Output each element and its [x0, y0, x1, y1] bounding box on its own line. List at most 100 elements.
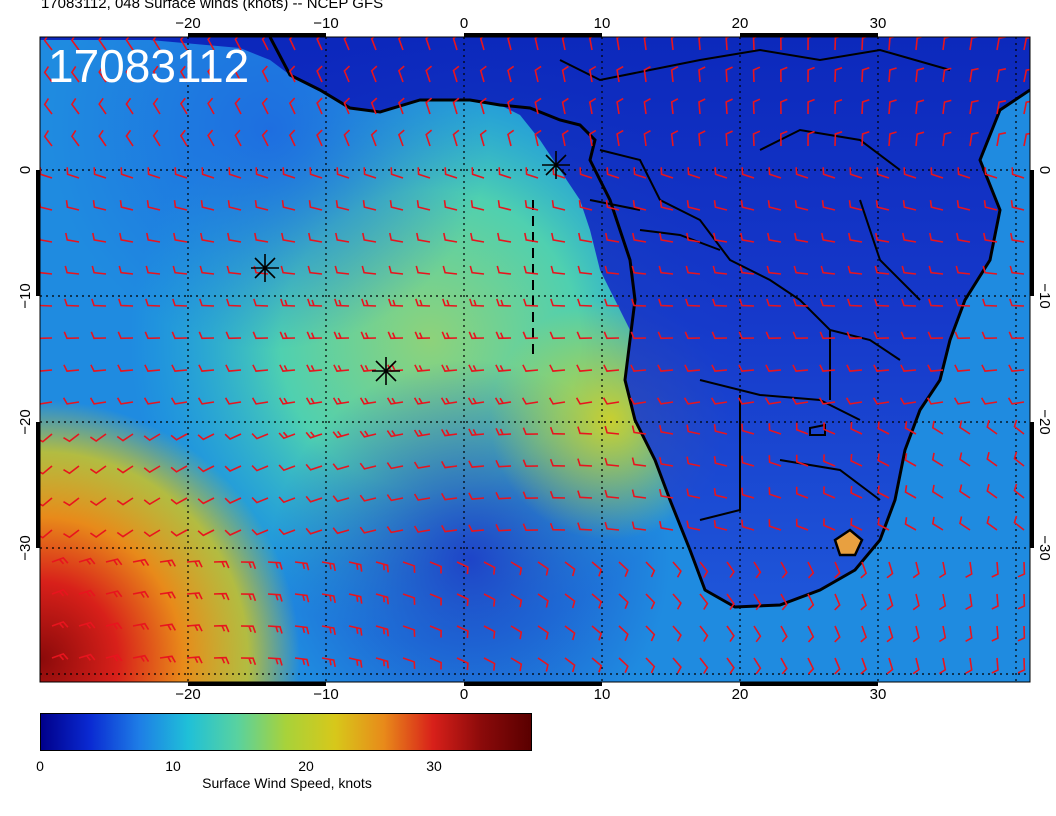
wind-barb — [333, 364, 350, 372]
wind-barb — [959, 484, 971, 499]
wind-barb — [819, 364, 836, 372]
wind-barb — [984, 167, 998, 179]
wind-barb — [956, 232, 971, 243]
wind-barb — [278, 397, 296, 405]
lat-label: 0 — [17, 166, 34, 174]
wind-barb — [416, 200, 431, 211]
wind-barb — [507, 65, 515, 83]
wind-barb — [497, 232, 512, 243]
wind-barb — [549, 522, 566, 531]
wind-barb — [173, 232, 188, 243]
wind-barb — [847, 298, 863, 307]
lon-label: 0 — [460, 15, 468, 32]
wind-barb — [226, 298, 242, 307]
wind-barb — [795, 422, 809, 435]
wind-barb — [740, 200, 755, 211]
wind-barb — [386, 397, 404, 405]
wind-barb — [794, 232, 809, 243]
wind-barb — [1013, 419, 1025, 435]
wind-barb — [752, 66, 761, 83]
wind-barb — [494, 397, 512, 405]
wind-barb — [415, 265, 431, 275]
wind-barb — [224, 433, 242, 440]
wind-barb — [253, 298, 269, 307]
wind-barb — [942, 99, 952, 115]
wind-barb — [70, 97, 80, 115]
wind-barb — [965, 561, 973, 578]
wind-barb — [807, 37, 813, 51]
wind-barb — [389, 232, 404, 243]
wind-barb — [725, 66, 733, 83]
wind-barb — [522, 427, 539, 436]
wind-barb — [991, 593, 999, 610]
wind-barb — [861, 99, 870, 115]
wind-barb — [440, 461, 458, 469]
wind-barb — [686, 232, 701, 243]
wind-barb — [375, 561, 389, 573]
wind-barb — [616, 37, 621, 51]
wind-barb — [955, 265, 971, 275]
wind-barb — [537, 561, 549, 576]
wind-barb — [860, 657, 868, 675]
wind-barb — [200, 200, 215, 211]
wind-barb — [186, 656, 203, 664]
wind-barb — [89, 529, 107, 538]
wind-barb — [105, 654, 123, 662]
wind-barb — [942, 37, 952, 51]
wind-barb — [588, 129, 597, 147]
wind-barb — [496, 265, 512, 275]
wind-barb — [132, 654, 150, 663]
wind-barb — [200, 232, 215, 243]
wind-barb — [550, 265, 566, 275]
wind-barb — [51, 652, 69, 661]
wind-barb — [685, 265, 701, 275]
wind-barb — [63, 331, 80, 340]
wind-barb — [768, 487, 782, 499]
wind-barb — [152, 97, 161, 115]
wind-barb — [886, 561, 894, 579]
wind-barb — [145, 265, 161, 275]
wind-barb — [279, 364, 296, 372]
wind-barb — [795, 454, 809, 467]
wind-barb — [525, 167, 539, 179]
wind-barb — [561, 37, 566, 51]
africa-landmass — [40, 37, 1030, 607]
wind-barb — [495, 491, 512, 500]
wind-barb — [335, 232, 350, 243]
wind-barb — [170, 433, 188, 441]
wind-barb — [930, 167, 944, 179]
wind-barb — [429, 593, 442, 606]
wind-barb — [861, 67, 870, 83]
wind-barb — [630, 364, 647, 372]
wind-barb — [807, 561, 815, 579]
wind-barb — [591, 593, 603, 609]
wind-barb — [981, 364, 998, 372]
wind-barb — [577, 265, 593, 275]
bottom-lon-labels: −20 −10 0 10 20 30 — [175, 686, 886, 700]
wind-barb — [92, 232, 107, 243]
wind-barb — [443, 200, 458, 211]
wind-barb — [659, 488, 674, 499]
lat-label: −30 — [17, 535, 34, 560]
wind-barb — [170, 529, 188, 537]
wind-barb — [343, 65, 351, 83]
lon-label: −20 — [175, 686, 200, 700]
wind-barb — [522, 331, 539, 340]
wind-barb — [904, 421, 917, 435]
wind-barb — [738, 364, 755, 372]
wind-barb — [888, 131, 897, 147]
wind-barb — [807, 593, 815, 611]
wind-barb — [876, 167, 890, 179]
date-stamp: 17083112 — [48, 40, 249, 92]
wind-barb — [551, 200, 566, 211]
wind-barb — [92, 200, 107, 211]
wind-barb — [207, 65, 215, 83]
wind-barb — [659, 232, 674, 243]
wind-barb — [254, 200, 269, 211]
wind-barb — [267, 625, 283, 634]
wind-barb — [279, 331, 296, 340]
wind-barb — [780, 593, 788, 611]
wind-barb — [468, 428, 485, 436]
wind-barb — [604, 265, 620, 275]
wind-barb — [359, 397, 377, 405]
